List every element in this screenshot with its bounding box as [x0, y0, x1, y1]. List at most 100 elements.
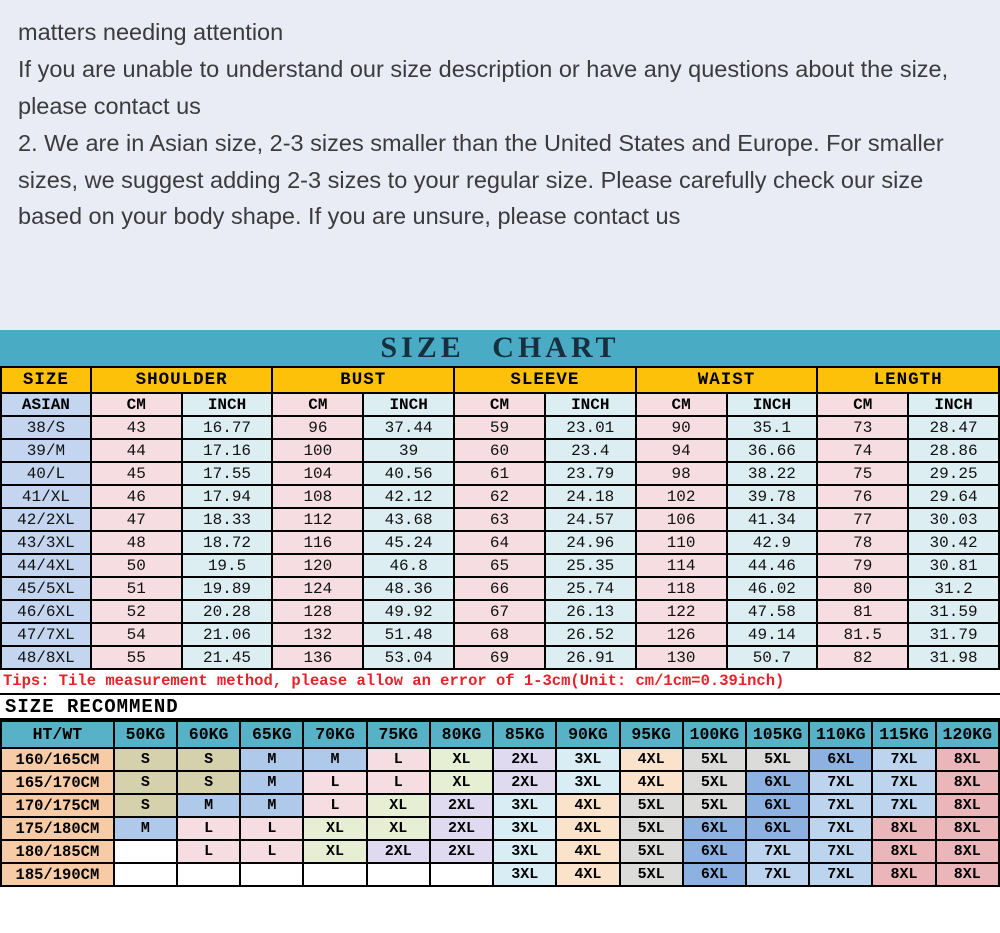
- size-recommend-table: HT/WT 50KG 60KG 65KG 70KG 75KG 80KG 85KG 90KG 95K…: [0, 720, 1000, 887]
- recommend-row: 180/185CM L L XL 2XL 2XL 3XL 4XL 5XL 6XL 7XL 7XL 8XL…: [0, 839, 1000, 864]
- recommend-weight-header: 80KG: [428, 720, 495, 749]
- size-chart-row-label: 43/3XL: [0, 530, 92, 555]
- size-chart-cell: 63: [453, 507, 546, 532]
- size-chart-cell: 82: [816, 645, 910, 670]
- size-chart-cell: 48: [89, 530, 183, 555]
- recommend-cell: 2XL: [492, 770, 558, 795]
- notes-para-contact: If you are unable to understand our size…: [18, 55, 949, 119]
- size-chart-cell: 120: [271, 553, 365, 578]
- recommend-cell: 2XL: [428, 793, 495, 818]
- size-chart-cell: 41.34: [725, 507, 819, 532]
- recommend-cell: 5XL: [681, 770, 747, 795]
- size-chart-row: 40/L 45 17.55 104 40.56 61 23.79 98 38.22 75 29.25: [0, 461, 1000, 486]
- size-chart-cell: 54: [89, 622, 183, 647]
- size-chart-table: SIZE SHOULDER BUST SLEEVE WAIST LENGTH ASIAN C…: [0, 366, 1000, 670]
- size-chart-cell: 100: [271, 438, 365, 463]
- size-chart-cell: 23.4: [543, 438, 637, 463]
- size-chart-row: 47/7XL 54 21.06 132 51.48 68 26.52 126 49.14 81.5…: [0, 622, 1000, 647]
- size-chart-cell: 94: [634, 438, 728, 463]
- recommend-corner-header: HT/WT: [0, 720, 115, 749]
- recommend-cell: XL: [365, 793, 431, 818]
- size-chart-group-header-shoulder: SHOULDER: [89, 366, 274, 394]
- recommend-cell: 4XL: [555, 793, 621, 818]
- size-chart-cell: 39.78: [725, 484, 819, 509]
- recommend-cell: 5XL: [618, 839, 684, 864]
- size-chart-cell: 29.25: [907, 461, 1000, 486]
- recommend-row-label: 180/185CM: [0, 839, 115, 864]
- size-chart-cell: 31.98: [907, 645, 1000, 670]
- size-chart-unit-cell: INCH: [725, 392, 819, 417]
- recommend-cell: 8XL: [934, 816, 1000, 841]
- recommend-header-row: HT/WT 50KG 60KG 65KG 70KG 75KG 80KG 85KG 90KG 95K…: [0, 720, 1000, 749]
- size-chart-row: 42/2XL 47 18.33 112 43.68 63 24.57 106 41.34 77 30…: [0, 507, 1000, 532]
- size-chart-cell: 24.96: [543, 530, 637, 555]
- size-chart-row: 41/XL 46 17.94 108 42.12 62 24.18 102 39.78 76 29.…: [0, 484, 1000, 509]
- size-chart-cell: 25.35: [543, 553, 637, 578]
- size-chart-cell: 30.03: [907, 507, 1000, 532]
- recommend-cell: 4XL: [555, 862, 621, 887]
- size-chart-cell: 50: [89, 553, 183, 578]
- recommend-cell: 7XL: [808, 816, 874, 841]
- recommend-weight-header: 85KG: [492, 720, 558, 749]
- size-chart-cell: 50.7: [725, 645, 819, 670]
- size-chart-cell: 29.64: [907, 484, 1000, 509]
- recommend-cell: 5XL: [744, 747, 811, 772]
- size-chart-cell: 44.46: [725, 553, 819, 578]
- notes-heading: matters needing attention: [18, 19, 284, 45]
- size-chart-unit-cell: INCH: [907, 392, 1000, 417]
- size-chart-row: 38/S 43 16.77 96 37.44 59 23.01 90 35.1 73 28.47: [0, 415, 1000, 440]
- recommend-cell: L: [175, 839, 242, 864]
- size-chart-group-header-waist: WAIST: [634, 366, 819, 394]
- recommend-cell: 2XL: [428, 816, 495, 841]
- recommend-weight-header: 70KG: [302, 720, 368, 749]
- size-chart-unit-cell: CM: [453, 392, 546, 417]
- size-chart-cell: 16.77: [180, 415, 274, 440]
- recommend-row-label: 160/165CM: [0, 747, 115, 772]
- recommend-cell: 6XL: [744, 770, 811, 795]
- size-chart-cell: 96: [271, 415, 365, 440]
- recommend-cell: 5XL: [681, 793, 747, 818]
- size-chart-cell: 106: [634, 507, 728, 532]
- size-chart-cell: 128: [271, 599, 365, 624]
- size-chart-cell: 45.24: [362, 530, 456, 555]
- recommend-weight-header: 65KG: [239, 720, 305, 749]
- size-chart-cell: 31.59: [907, 599, 1000, 624]
- size-chart-row-label: 40/L: [0, 461, 92, 486]
- size-chart-cell: 78: [816, 530, 910, 555]
- size-chart-cell: 81.5: [816, 622, 910, 647]
- size-chart-cell: 130: [634, 645, 728, 670]
- size-chart-cell: 28.47: [907, 415, 1000, 440]
- recommend-cell: 8XL: [871, 839, 937, 864]
- recommend-cell: 8XL: [871, 862, 937, 887]
- size-chart-cell: 42.12: [362, 484, 456, 509]
- recommend-cell: 6XL: [681, 862, 747, 887]
- tips-note: Tips: Tile measurement method, please al…: [0, 670, 1000, 693]
- size-chart-cell: 21.06: [180, 622, 274, 647]
- recommend-cell: 6XL: [744, 816, 811, 841]
- size-chart-group-header-length: LENGTH: [816, 366, 1000, 394]
- recommend-weight-header: 50KG: [112, 720, 179, 749]
- size-chart-unit-cell: INCH: [180, 392, 274, 417]
- recommend-cell: M: [175, 793, 242, 818]
- recommend-row: 170/175CM S M M L XL 2XL 3XL 4XL 5XL 5XL 6XL 7XL 7XL 8…: [0, 793, 1000, 818]
- size-chart-cell: 46.8: [362, 553, 456, 578]
- size-chart-unit-cell: INCH: [543, 392, 637, 417]
- size-chart-cell: 126: [634, 622, 728, 647]
- size-chart-cell: 19.89: [180, 576, 274, 601]
- recommend-cell: 4XL: [618, 747, 684, 772]
- size-chart-unit-cell: CM: [816, 392, 910, 417]
- recommend-weight-header: 120KG: [934, 720, 1000, 749]
- recommend-cell: 8XL: [934, 747, 1000, 772]
- size-chart-cell: 43.68: [362, 507, 456, 532]
- size-chart-row: 46/6XL 52 20.28 128 49.92 67 26.13 122 47.58 81 31…: [0, 599, 1000, 624]
- recommend-cell: 6XL: [744, 793, 811, 818]
- size-chart-cell: 104: [271, 461, 365, 486]
- recommend-weight-header: 60KG: [175, 720, 242, 749]
- recommend-cell: 4XL: [618, 770, 684, 795]
- size-chart-cell: 136: [271, 645, 365, 670]
- recommend-cell: 5XL: [618, 862, 684, 887]
- recommend-cell: 3XL: [492, 816, 558, 841]
- size-chart-cell: 60: [453, 438, 546, 463]
- size-chart-row-label: 41/XL: [0, 484, 92, 509]
- size-chart-cell: 39: [362, 438, 456, 463]
